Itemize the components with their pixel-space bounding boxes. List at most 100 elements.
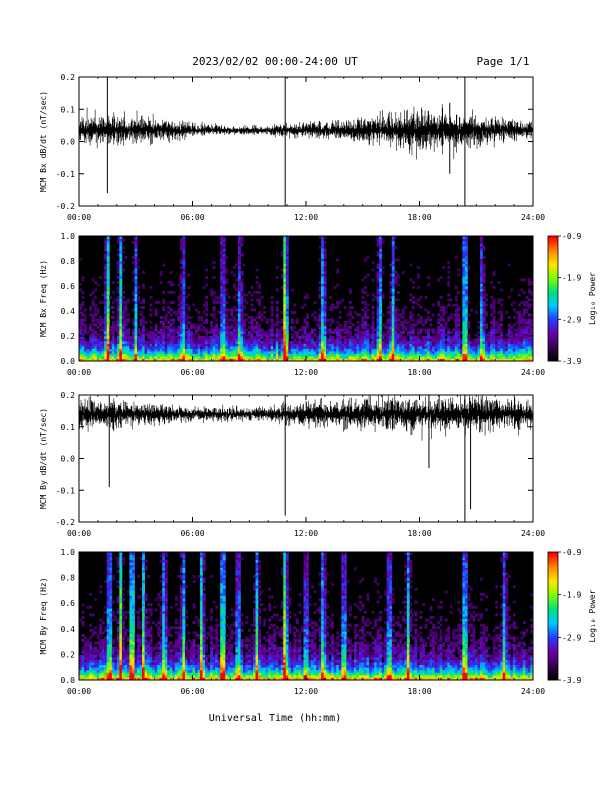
spectrogram-cell	[149, 341, 153, 344]
spectrogram-cell	[119, 321, 123, 324]
spectrogram-cell	[273, 343, 277, 347]
spectrogram-cell	[121, 672, 125, 676]
spectrogram-cell	[154, 674, 158, 678]
spectrogram-cell	[222, 316, 226, 319]
spectrogram-cell	[487, 336, 491, 339]
spectrogram-cell	[399, 356, 403, 359]
spectrogram-cell	[376, 348, 380, 352]
spectrogram-cell	[84, 662, 87, 666]
spectrogram-cell	[306, 341, 309, 344]
spectrogram-cell	[129, 569, 133, 573]
spectrogram-cell	[94, 626, 98, 630]
spectrogram-cell	[336, 271, 340, 274]
spectrogram-cell	[96, 283, 100, 287]
spectrogram-cell	[283, 243, 287, 247]
spectrogram-cell	[89, 651, 93, 655]
spectrogram-cell	[227, 343, 231, 347]
spectrogram-cell	[169, 343, 173, 347]
spectrogram-cell	[283, 268, 287, 272]
spectrogram-cell	[527, 288, 531, 292]
spectrogram-cell	[414, 346, 418, 349]
spectrogram-cell	[409, 278, 413, 282]
spectrogram-cell	[480, 296, 483, 299]
spectrogram-cell	[434, 348, 438, 352]
spectrogram-cell	[137, 296, 140, 299]
spectrogram-cell	[439, 358, 443, 362]
spectrogram-cell	[283, 343, 287, 347]
spectrogram-cell	[376, 288, 380, 292]
spectrogram-cell	[94, 631, 98, 635]
spectrogram-cell	[222, 356, 226, 359]
spectrogram-cell	[111, 677, 115, 681]
spectrogram-cell	[462, 303, 466, 307]
spectrogram-cell	[333, 341, 337, 344]
spectrogram-cell	[366, 338, 370, 342]
spectrogram-cell	[137, 669, 140, 673]
spectrogram-cell	[96, 649, 100, 653]
spectrogram-cell	[144, 662, 148, 666]
spectrogram-cell	[396, 338, 400, 342]
spectrogram-cell	[401, 351, 405, 354]
y-tick-label: 0.0	[61, 138, 76, 147]
spectrogram-cell	[131, 585, 135, 589]
spectrogram-cell	[142, 348, 145, 352]
spectrogram-cell	[328, 318, 332, 322]
spectrogram-cell	[462, 251, 466, 254]
spectrogram-cell	[91, 631, 95, 635]
spectrogram-cell	[169, 281, 173, 284]
spectrogram-cell	[323, 348, 327, 352]
spectrogram-cell	[389, 346, 393, 349]
spectrogram-cell	[162, 669, 166, 673]
spectrogram-cell	[411, 318, 415, 322]
spectrogram-cell	[399, 313, 403, 317]
spectrogram-cell	[457, 331, 461, 334]
spectrogram-cell	[474, 311, 478, 314]
spectrogram-cell	[237, 308, 241, 312]
spectrogram-cell	[245, 348, 249, 352]
spectrogram-cell	[482, 321, 486, 324]
spectrogram-cell	[131, 636, 135, 640]
spectrogram-cell	[285, 258, 289, 262]
spectrogram-cell	[162, 656, 166, 660]
spectrogram-cell	[462, 281, 466, 284]
spectrogram-cell	[129, 358, 133, 362]
spectrogram-cell	[89, 343, 93, 347]
spectrogram-cell	[139, 311, 143, 314]
spectrogram-cell	[265, 333, 269, 337]
spectrogram-cell	[111, 331, 115, 334]
spectrogram-cell	[162, 351, 166, 354]
spectrogram-cell	[137, 646, 140, 650]
spectrogram-cell	[356, 343, 360, 347]
spectrogram-cell	[527, 278, 531, 282]
spectrogram-cell	[101, 662, 105, 666]
spectrogram-cell	[159, 677, 163, 681]
spectrogram-cell	[525, 333, 529, 337]
spectrogram-cell	[220, 281, 224, 284]
spectrogram-cell	[154, 323, 158, 327]
spectrogram-cell	[124, 649, 128, 653]
spectrogram-cell	[290, 346, 294, 349]
spectrogram-cell	[131, 564, 135, 568]
spectrogram-cell	[300, 306, 304, 309]
spectrogram-cell	[439, 338, 443, 342]
spectrogram-cell	[321, 348, 325, 352]
spectrogram-cell	[139, 301, 143, 304]
spectrogram-cell	[454, 336, 458, 339]
spectrogram-cell	[121, 669, 125, 673]
spectrogram-cell	[119, 258, 123, 262]
spectrogram-cell	[111, 600, 115, 604]
spectrogram-cell	[131, 644, 135, 648]
spectrogram-cell	[396, 328, 400, 332]
spectrogram-cell	[416, 321, 420, 324]
spectrogram-cell	[318, 316, 322, 319]
spectrogram-cell	[142, 301, 145, 304]
spectrogram-cell	[104, 338, 108, 342]
spectrogram-cell	[235, 278, 239, 282]
spectrogram-cell	[444, 326, 448, 329]
spectrogram-cell	[379, 273, 383, 277]
spectrogram-cell	[109, 564, 113, 568]
spectrogram-cell	[457, 291, 461, 294]
spectrogram-cell	[527, 303, 531, 307]
spectrogram-cell	[129, 664, 133, 668]
spectrogram-cell	[142, 572, 145, 576]
